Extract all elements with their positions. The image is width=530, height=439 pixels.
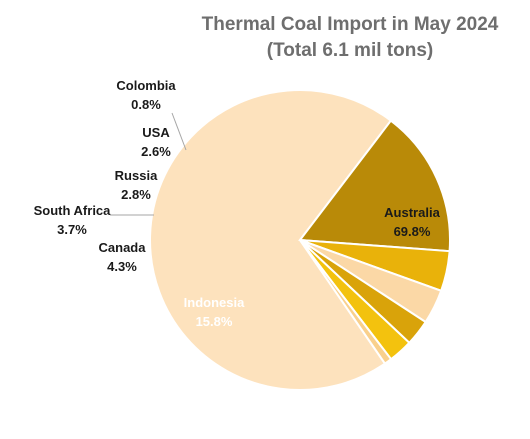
slice-category-label: Colombia [116, 78, 176, 93]
slice-category-label: South Africa [34, 203, 112, 218]
pie-slice-australia [149, 89, 393, 391]
slice-label-russia: Russia 2.8% [115, 168, 158, 202]
slice-label-south-africa: South Africa 3.7% [34, 203, 112, 237]
slice-value-label: 0.8% [131, 97, 161, 112]
pie-slice-colombia [299, 239, 393, 366]
slice-label-canada: Canada 4.3% [99, 240, 147, 274]
slice-labels: Australia 69.8% Indonesia 15.8% Canada 4.3% So… [34, 78, 441, 329]
leader-lines [110, 112, 187, 216]
slice-value-label: 2.6% [141, 144, 171, 159]
slice-label-australia: Australia 69.8% [384, 205, 440, 239]
slice-label-colombia: Colombia 0.8% [116, 78, 176, 112]
slice-category-label: Indonesia [184, 295, 245, 310]
slice-value-label: 15.8% [196, 314, 233, 329]
slice-value-label: 69.8% [394, 224, 431, 239]
slice-category-label: Australia [384, 205, 440, 220]
leader-line-colombia [171, 112, 187, 151]
slice-category-label: Canada [99, 240, 147, 255]
slice-value-label: 4.3% [107, 259, 137, 274]
slice-category-label: USA [142, 125, 170, 140]
slice-label-usa: USA 2.6% [141, 125, 171, 159]
pie-slices [149, 89, 451, 391]
chart-subtitle: (Total 6.1 mil tons) [266, 40, 434, 61]
chart-title: Thermal Coal Import in May 2024 [201, 14, 499, 35]
slice-value-label: 3.7% [57, 222, 87, 237]
slice-category-label: Russia [115, 168, 158, 183]
pie-slice-indonesia [298, 119, 451, 253]
slice-value-label: 2.8% [121, 187, 151, 202]
slice-label-indonesia: Indonesia 15.8% [184, 295, 245, 329]
chart-title-block: Thermal Coal Import in May 2024 (Total 6… [170, 12, 530, 64]
